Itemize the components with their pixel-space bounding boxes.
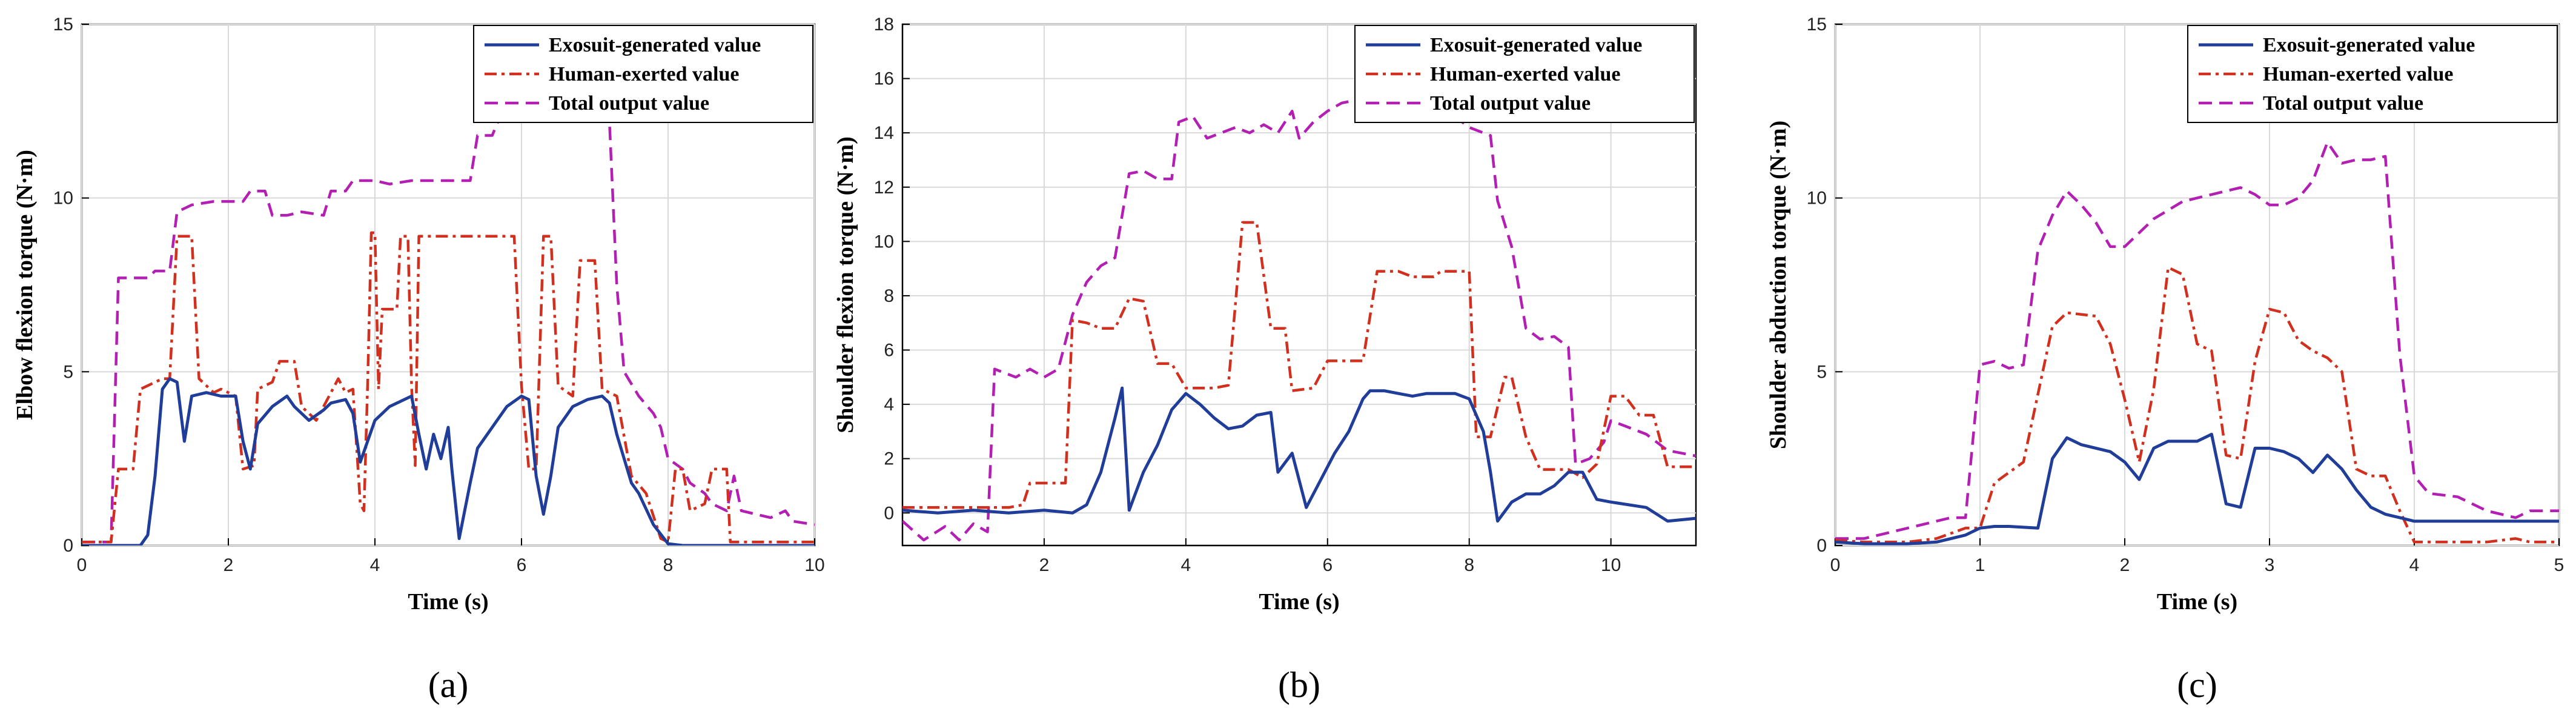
x-tick-label: 4 bbox=[2409, 555, 2420, 575]
x-tick-label: 4 bbox=[370, 555, 380, 575]
x-tick-label: 4 bbox=[1181, 555, 1191, 575]
y-tick-label: 0 bbox=[1816, 536, 1827, 556]
y-tick-label: 5 bbox=[1816, 362, 1827, 382]
legend-a: Exosuit-generated value Human-exerted val… bbox=[473, 25, 813, 123]
x-axis-label-b: Time (s) bbox=[1259, 589, 1339, 615]
ticks-b: 2 4 6 8 10 0 2 4 6 8 10 12 14 16 18 bbox=[874, 15, 1621, 575]
legend-b: Exosuit-generated value Human-exerted val… bbox=[1354, 25, 1695, 123]
legend-label-exo: Exosuit-generated value bbox=[2263, 34, 2475, 56]
legend-label-exo: Exosuit-generated value bbox=[1430, 34, 1642, 56]
y-tick-label: 6 bbox=[884, 341, 894, 361]
legend-label-exo: Exosuit-generated value bbox=[549, 34, 761, 56]
y-tick-label: 14 bbox=[874, 123, 894, 143]
series-line-total bbox=[902, 99, 1696, 542]
legend-label-human: Human-exerted value bbox=[1430, 63, 1620, 85]
y-tick-label: 0 bbox=[63, 536, 73, 556]
series-b bbox=[902, 99, 1696, 542]
ticks-a: 0 2 4 6 8 10 0 5 10 15 bbox=[53, 15, 825, 575]
series-line-human bbox=[1835, 266, 2559, 544]
panel-c: 0 1 2 3 4 5 0 5 10 15 Time (s) Shoulder abduction… bbox=[1766, 15, 2564, 705]
x-axis-label-c: Time (s) bbox=[2157, 589, 2237, 615]
y-tick-label: 10 bbox=[1807, 189, 1827, 209]
caption-b: (b) bbox=[1278, 665, 1320, 705]
y-tick-label: 12 bbox=[874, 178, 894, 198]
caption-a: (a) bbox=[428, 665, 469, 705]
series-line-total bbox=[1835, 141, 2559, 540]
y-tick-label: 16 bbox=[874, 69, 894, 89]
y-axis-label-a: Elbow flexion torque (N·m) bbox=[12, 150, 38, 420]
series-a bbox=[82, 113, 815, 546]
legend-label-total: Total output value bbox=[1430, 92, 1591, 115]
y-tick-label: 5 bbox=[63, 362, 73, 382]
x-tick-label: 6 bbox=[1322, 555, 1333, 575]
y-tick-label: 15 bbox=[53, 15, 73, 35]
x-tick-label: 8 bbox=[663, 555, 674, 575]
ticks-c: 0 1 2 3 4 5 0 5 10 15 bbox=[1807, 15, 2564, 575]
series-line-total bbox=[82, 113, 815, 544]
x-tick-label: 8 bbox=[1464, 555, 1474, 575]
x-tick-label: 1 bbox=[1975, 555, 1985, 575]
y-tick-label: 4 bbox=[884, 395, 894, 415]
x-tick-label: 0 bbox=[1830, 555, 1841, 575]
x-tick-label: 2 bbox=[223, 555, 234, 575]
x-tick-label: 10 bbox=[804, 555, 824, 575]
series-line-exo bbox=[902, 386, 1696, 523]
series-line-exo bbox=[82, 377, 815, 546]
legend-box bbox=[1354, 25, 1695, 123]
y-tick-label: 10 bbox=[874, 232, 894, 252]
x-tick-label: 0 bbox=[77, 555, 87, 575]
panel-b: 2 4 6 8 10 0 2 4 6 8 10 12 14 16 18 Time (s) Shoulder … bbox=[833, 15, 1697, 705]
legend-label-total: Total output value bbox=[2263, 92, 2423, 115]
legend-box bbox=[473, 25, 813, 123]
series-c bbox=[1835, 141, 2559, 546]
y-axis-label-b: Shoulder flexion torque (N·m) bbox=[833, 136, 858, 433]
legend-label-total: Total output value bbox=[549, 92, 709, 115]
y-tick-label: 0 bbox=[884, 503, 894, 523]
x-tick-label: 6 bbox=[517, 555, 527, 575]
legend-label-human: Human-exerted value bbox=[2263, 63, 2453, 85]
grid-b bbox=[902, 24, 1696, 546]
y-tick-label: 15 bbox=[1807, 15, 1827, 35]
x-tick-label: 3 bbox=[2265, 555, 2275, 575]
legend-label-human: Human-exerted value bbox=[549, 63, 739, 85]
x-tick-label: 2 bbox=[2120, 555, 2130, 575]
y-tick-label: 8 bbox=[884, 286, 894, 306]
series-line-exo bbox=[1835, 433, 2559, 546]
y-axis-label-c: Shoulder abduction torque (N·m) bbox=[1766, 121, 1791, 449]
y-tick-label: 2 bbox=[884, 449, 894, 469]
series-line-human bbox=[902, 221, 1696, 509]
series-line-human bbox=[82, 231, 815, 544]
x-axis-label-a: Time (s) bbox=[408, 589, 488, 615]
caption-c: (c) bbox=[2177, 665, 2217, 705]
x-tick-label: 10 bbox=[1601, 555, 1621, 575]
y-tick-label: 18 bbox=[874, 15, 894, 35]
legend-c: Exosuit-generated value Human-exerted val… bbox=[2187, 25, 2558, 123]
y-tick-label: 10 bbox=[53, 189, 73, 209]
x-tick-label: 2 bbox=[1039, 555, 1050, 575]
x-tick-label: 5 bbox=[2554, 555, 2564, 575]
panel-a: 0 2 4 6 8 10 0 5 10 15 Time (s) Elbow flexion tor… bbox=[12, 15, 825, 705]
